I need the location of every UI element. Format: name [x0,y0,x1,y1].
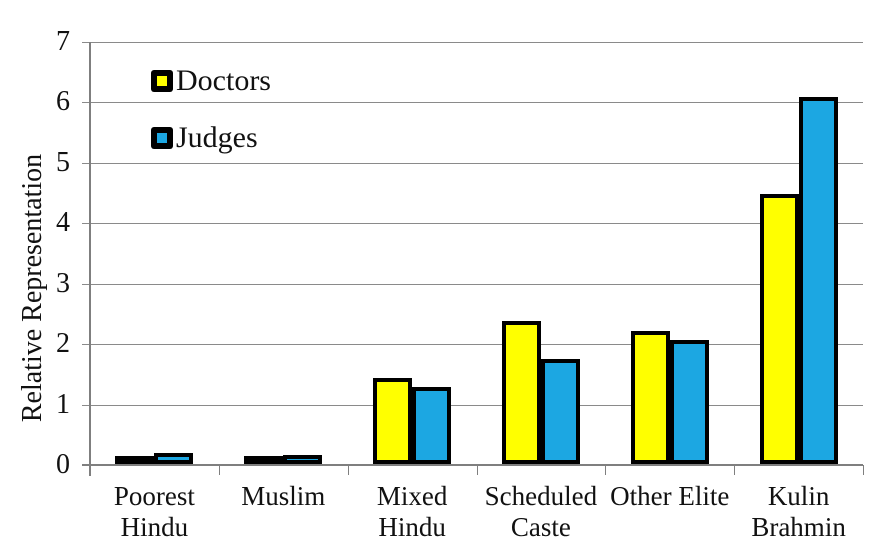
gridline [90,223,863,225]
x-category-label: Scheduled Caste [484,481,598,542]
gridline [90,404,863,406]
bar-doctors-4 [630,331,670,464]
y-axis-tick [82,404,90,406]
y-axis-tick [82,283,90,285]
gridline [90,102,863,104]
y-axis-tick [82,344,90,346]
y-axis-tick [82,223,90,225]
x-axis-tick [476,465,478,475]
bar-doctors-2 [373,378,413,464]
gridline [90,162,863,164]
y-axis-line [89,42,91,476]
judges-swatch-icon [151,127,173,149]
x-category-label: Muslim [241,481,326,511]
gridline [90,283,863,285]
y-axis-tick [82,42,90,43]
x-axis-tick [218,465,220,475]
y-axis-tick [82,162,90,164]
x-category-label: Poorest Hindu [113,481,195,542]
y-tick-label: 6 [56,86,70,118]
x-axis-tick [90,465,91,475]
y-tick-label: 5 [56,146,70,178]
doctors-swatch-icon [151,70,173,92]
x-axis-tick [863,465,864,475]
bar-judges-1 [283,454,323,464]
bar-judges-4 [669,339,709,464]
gridline [90,344,863,346]
bar-doctors-1 [244,456,284,464]
legend-label-judges: Judges [176,121,258,154]
bar-doctors-3 [501,320,541,464]
x-axis-line [82,464,863,466]
y-tick-label: 2 [56,328,70,360]
y-tick-label: 4 [56,207,70,239]
x-axis-tick [347,465,349,475]
bar-judges-0 [154,453,194,464]
bar-judges-2 [412,387,452,464]
y-tick-label: 0 [56,449,70,480]
y-axis-tick [82,102,90,104]
bar-doctors-0 [115,456,155,464]
bar-judges-3 [540,358,580,464]
x-category-label: Other Elite [610,481,730,511]
gridline [90,42,863,43]
y-tick-label: 1 [56,388,70,420]
x-category-label: Kulin Brahmin [751,481,846,542]
y-tick-label: 3 [56,267,70,299]
legend-label-doctors: Doctors [176,64,271,97]
bar-doctors-5 [759,193,799,464]
x-category-label: Mixed Hindu [376,481,448,542]
y-tick-label: 7 [56,26,70,57]
x-axis-tick [734,465,736,475]
bar-judges-5 [798,96,838,464]
x-axis-tick [605,465,607,475]
